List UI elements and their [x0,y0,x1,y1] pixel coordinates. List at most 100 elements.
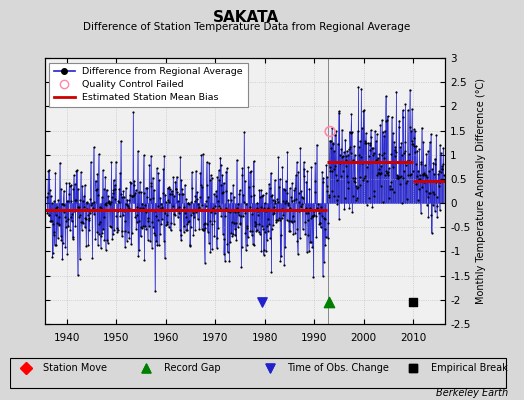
Point [438,166,446,172]
Point [342,152,350,159]
Point [337,158,346,165]
Point [154,170,162,176]
Point [51,242,59,248]
Point [432,179,440,186]
Point [159,237,168,244]
Point [266,234,275,241]
Point [62,180,71,186]
Point [43,190,52,196]
Point [133,212,141,218]
Point [247,168,255,174]
Point [46,187,54,193]
Point [287,198,296,204]
Point [53,220,61,226]
Point [70,181,79,187]
Point [297,203,305,209]
Point [316,224,325,230]
Point [142,365,150,371]
Point [439,144,447,151]
Point [200,227,208,234]
Point [260,205,268,211]
Point [77,219,85,226]
Point [302,205,310,211]
Point [354,84,363,90]
Point [182,214,190,221]
Point [84,212,92,218]
Point [241,230,249,237]
Point [188,169,196,176]
Point [76,197,84,204]
Point [121,228,129,234]
Point [63,198,72,204]
Point [110,177,118,184]
Point [71,197,79,204]
Point [264,205,272,211]
Point [427,212,435,218]
Point [80,182,89,188]
Point [158,216,166,222]
Point [59,188,68,194]
Point [352,197,360,203]
Point [62,198,71,204]
Point [115,206,124,212]
Point [67,214,75,220]
Point [119,194,128,201]
Point [234,201,242,207]
Point [394,173,402,179]
Point [314,210,323,216]
Point [248,228,257,234]
Point [309,212,317,219]
Point [250,192,259,198]
Point [122,201,130,207]
Point [291,184,300,191]
Point [100,186,108,192]
Point [97,194,106,201]
Point [409,365,417,371]
Point [329,141,337,147]
Point [133,218,141,225]
Point [167,187,176,194]
Point [185,200,193,207]
Point [245,184,253,190]
Point [332,177,341,184]
Point [145,162,154,168]
Point [53,235,62,242]
Point [321,226,330,232]
Point [89,207,97,213]
Point [161,199,170,206]
Point [275,184,283,191]
Point [125,205,133,211]
Point [301,219,309,226]
Point [200,260,209,266]
Point [296,234,304,241]
Point [237,213,245,220]
Point [336,173,345,179]
Point [87,202,95,208]
Point [355,144,363,150]
Point [206,249,214,256]
Point [52,204,60,211]
Point [126,192,134,198]
Point [250,222,259,229]
Point [293,226,301,232]
Point [390,189,398,195]
Point [262,248,270,254]
Point [365,147,374,153]
Point [43,210,52,216]
Point [290,187,299,194]
Point [193,189,201,195]
Point [61,214,69,220]
Point [340,159,348,165]
Point [192,209,201,215]
Point [72,197,80,204]
Point [239,192,247,198]
Point [429,160,438,166]
Point [320,215,329,221]
Point [52,242,61,248]
Point [189,207,197,213]
Point [359,108,367,114]
Point [111,196,119,202]
Point [128,193,137,200]
Point [305,204,314,211]
Point [54,197,62,203]
